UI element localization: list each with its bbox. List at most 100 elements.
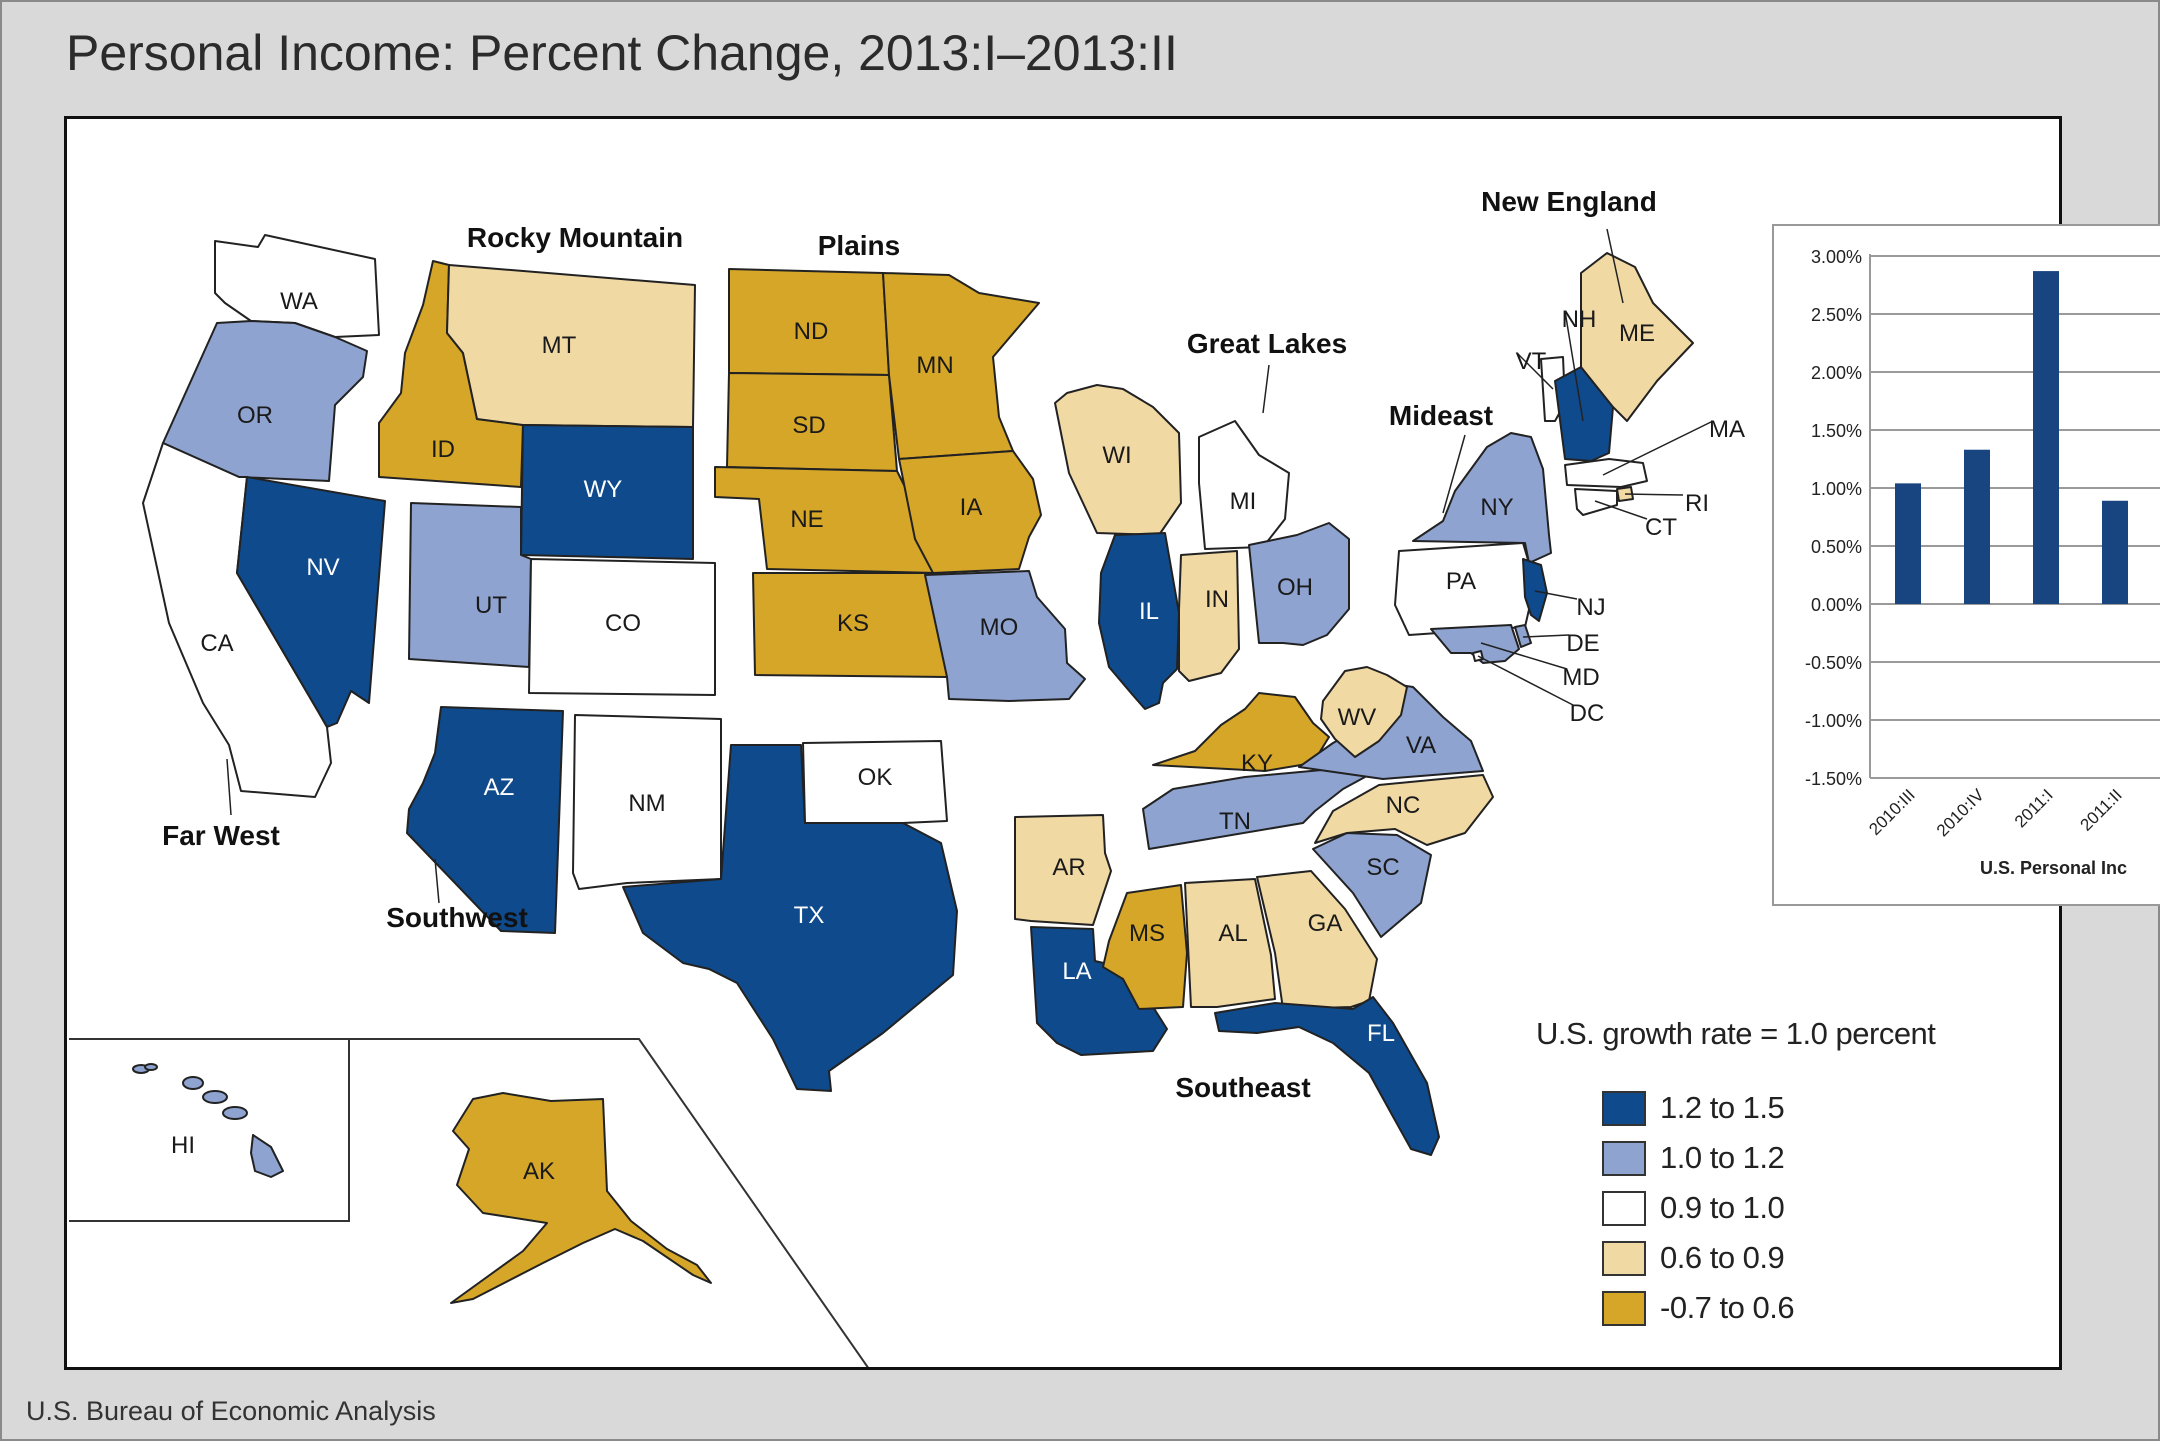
legend-item: -0.7 to 0.6 <box>1602 1288 1795 1328</box>
legend-label: 0.6 to 0.9 <box>1660 1240 1785 1275</box>
state-de <box>1514 624 1532 648</box>
state-label-ak: AK <box>523 1158 555 1185</box>
region-label-farwest: Far West <box>162 820 280 851</box>
state-in <box>1178 550 1240 682</box>
state-label-wi: WI <box>1102 442 1131 469</box>
us-map: WA OR CA NV ID MT WY UT CO AZ NM TX OK ND SD NE KS MN IA MO… <box>69 186 1745 1367</box>
region-label-southwest: Southwest <box>386 902 528 933</box>
state-oh <box>1248 522 1350 646</box>
state-label-la: LA <box>1062 958 1091 985</box>
chart-y-tick-label: 2.00% <box>1811 363 1862 383</box>
legend-swatch <box>1602 1240 1646 1276</box>
chart-y-tick-label: 0.00% <box>1811 595 1862 615</box>
state-label-ga: GA <box>1308 910 1343 937</box>
state-sc <box>1312 832 1432 938</box>
state-al <box>1184 878 1276 1008</box>
state-label-ar: AR <box>1052 854 1085 881</box>
region-label-southeast: Southeast <box>1175 1072 1310 1103</box>
state-ky <box>1152 692 1330 772</box>
chart-x-tick-label: 2011:I <box>2011 785 2057 831</box>
state-label-ct: CT <box>1645 514 1677 541</box>
state-label-nh: NH <box>1562 306 1597 333</box>
state-label-wy: WY <box>584 476 623 503</box>
chart-y-tick-label: 0.50% <box>1811 537 1862 557</box>
state-label-mi: MI <box>1230 488 1257 515</box>
state-nc <box>1314 774 1494 846</box>
state-labels-layer: WA OR CA NV ID MT WY UT CO AZ NM TX OK ND SD NE KS MN IA MO… <box>171 288 1745 1185</box>
state-label-ks: KS <box>837 610 869 637</box>
state-co <box>528 558 716 696</box>
chart-y-tick-label: 1.00% <box>1811 479 1862 499</box>
state-label-hi: HI <box>171 1132 195 1159</box>
chart-y-tick-label: 2.50% <box>1811 305 1862 325</box>
legend-item: 0.6 to 0.9 <box>1602 1238 1785 1278</box>
legend-swatch <box>1602 1190 1646 1226</box>
state-ny <box>1412 432 1552 564</box>
state-label-wv: WV <box>1338 704 1377 731</box>
state-mt <box>446 264 696 428</box>
state-me <box>1580 252 1694 422</box>
state-label-ia: IA <box>960 494 983 521</box>
legend-title: U.S. growth rate = 1.0 percent <box>1536 1016 1936 1051</box>
state-label-ky: KY <box>1241 750 1273 777</box>
region-pointer-4 <box>434 858 440 904</box>
state-ms <box>1102 884 1188 1010</box>
state-label-az: AZ <box>484 774 515 801</box>
state-mo <box>924 570 1086 702</box>
state-label-me: ME <box>1619 320 1655 347</box>
legend-label: 1.2 to 1.5 <box>1660 1090 1785 1125</box>
chart-x-tick-label: 2010:IV <box>1933 785 1988 840</box>
hawaii-island-3 <box>202 1090 228 1104</box>
chart-y-tick-label: 1.50% <box>1811 421 1862 441</box>
state-md <box>1430 624 1520 664</box>
state-label-fl: FL <box>1367 1020 1395 1047</box>
page-title: Personal Income: Percent Change, 2013:I–… <box>66 25 1178 81</box>
region-label-rocky: Rocky Mountain <box>467 222 683 253</box>
chart-bar <box>1895 483 1921 604</box>
region-pointer-2 <box>1442 434 1466 514</box>
region-label-greatlakes: Great Lakes <box>1187 328 1347 359</box>
chart-y-tick-label: -1.00% <box>1805 711 1862 731</box>
state-label-tn: TN <box>1219 808 1251 835</box>
state-or <box>162 320 368 482</box>
state-hi <box>250 1134 284 1178</box>
state-label-va: VA <box>1406 732 1436 759</box>
state-label-co: CO <box>605 610 641 637</box>
chart-x-tick-label: 2010:III <box>1865 785 1919 839</box>
inset-bar-chart: 3.00% 2.50% 2.00% 1.50% 1.00% 0.50% 0.00% -0.50… <box>1772 224 2160 906</box>
state-az <box>406 706 564 934</box>
state-label-ms: MS <box>1129 920 1165 947</box>
state-ok <box>802 740 948 824</box>
state-label-nm: NM <box>628 790 665 817</box>
legend: U.S. growth rate = 1.0 percent 1.2 to 1.… <box>1536 1016 1976 1326</box>
state-label-sc: SC <box>1366 854 1399 881</box>
state-label-dc: DC <box>1570 700 1605 727</box>
inset-chart-svg: 3.00% 2.50% 2.00% 1.50% 1.00% 0.50% 0.00% -0.50… <box>1805 247 2160 878</box>
state-label-id: ID <box>431 436 455 463</box>
state-nv <box>236 476 386 728</box>
legend-item: 1.2 to 1.5 <box>1602 1088 1785 1128</box>
callout-line-dc <box>1477 655 1574 706</box>
region-label-newengland: New England <box>1481 186 1657 217</box>
chart-x-tick-label: 2011:II <box>2077 785 2126 834</box>
region-pointer-0 <box>1606 228 1624 304</box>
state-label-ri: RI <box>1685 490 1709 517</box>
legend-label: 0.9 to 1.0 <box>1660 1190 1785 1225</box>
region-label-mideast: Mideast <box>1389 400 1493 431</box>
state-wi <box>1054 384 1182 536</box>
hawaii-island-4 <box>222 1106 248 1120</box>
state-ar <box>1014 814 1112 926</box>
region-labels-layer: Rocky Mountain Plains New England Great Lak… <box>162 186 1657 1103</box>
hawaii-island-2 <box>182 1076 204 1090</box>
states-layer <box>69 234 1694 1367</box>
state-nm <box>572 714 722 890</box>
state-nj <box>1522 558 1548 622</box>
chart-bar <box>2033 271 2059 604</box>
legend-label: 1.0 to 1.2 <box>1660 1140 1785 1175</box>
map-panel: WA OR CA NV ID MT WY UT CO AZ NM TX OK ND SD NE KS MN IA MO… <box>64 116 2062 1370</box>
state-label-mo: MO <box>980 614 1019 641</box>
state-wv <box>1320 666 1408 758</box>
legend-item: 0.9 to 1.0 <box>1602 1188 1785 1228</box>
legend-swatch <box>1602 1090 1646 1126</box>
state-ia <box>898 450 1042 574</box>
